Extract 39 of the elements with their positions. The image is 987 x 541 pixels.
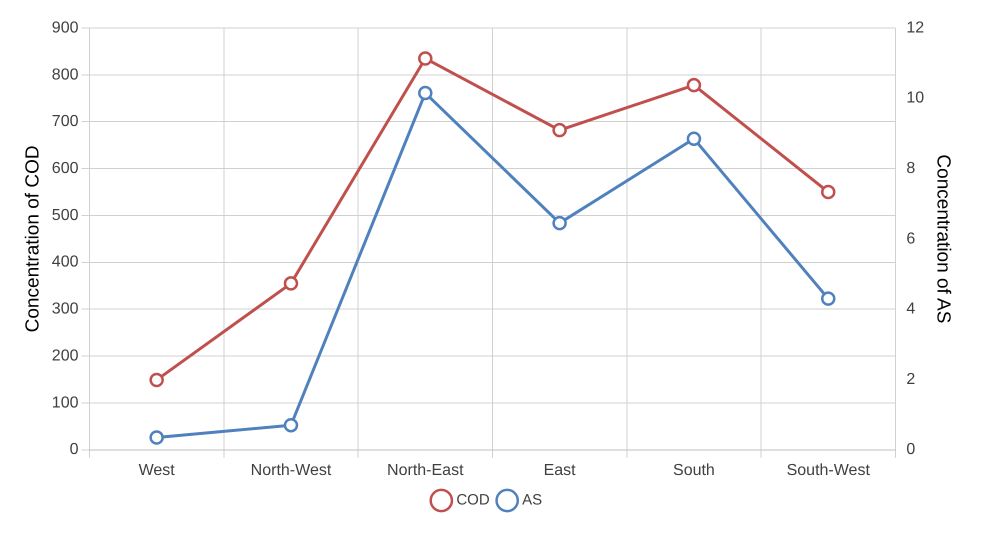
point (686, 131, 702, 146)
point (820, 184, 836, 200)
y-tick-label: 400 (52, 254, 79, 271)
legend-label: AS (522, 492, 542, 509)
y-tick-label: 600 (52, 160, 79, 178)
y-tick-label: 0 (70, 441, 79, 458)
y-tick-label: 100 (52, 394, 79, 412)
point (552, 122, 567, 138)
y2-tick-label: 4 (906, 300, 916, 318)
point (149, 430, 164, 445)
y2-tick-label: 2 (906, 370, 916, 388)
point (820, 291, 836, 306)
legend-label: COD (456, 492, 490, 509)
point (686, 78, 702, 92)
y-tick-label: 500 (52, 206, 79, 224)
y2-axis-title: Concentration of AS (932, 154, 954, 324)
point (552, 216, 567, 230)
y-tick-label: 800 (52, 66, 79, 84)
y2-tick-label: 6 (906, 230, 916, 248)
x-tick-label: West (138, 462, 176, 479)
x-tick-label: North-East (387, 462, 464, 479)
y-tick-label: 900 (52, 19, 79, 36)
point (149, 372, 164, 388)
x-tick-label: North-West (250, 462, 332, 479)
point (284, 418, 298, 432)
y2-tick-label: 12 (906, 19, 924, 36)
point (418, 86, 433, 100)
point (284, 276, 298, 291)
y-tick-label: 700 (52, 113, 79, 130)
x-tick-label: South-West (786, 462, 870, 479)
y2-tick-label: 10 (906, 90, 924, 107)
x-tick-label: South (673, 462, 715, 479)
y-tick-label: 300 (52, 300, 79, 318)
y2-tick-label: 0 (906, 441, 916, 458)
x-tick-label: East (544, 462, 576, 479)
y-tick-label: 200 (52, 347, 79, 364)
y2-tick-label: 8 (906, 160, 916, 178)
y-axis-title: Concentration of COD (22, 145, 44, 332)
point (418, 51, 433, 66)
